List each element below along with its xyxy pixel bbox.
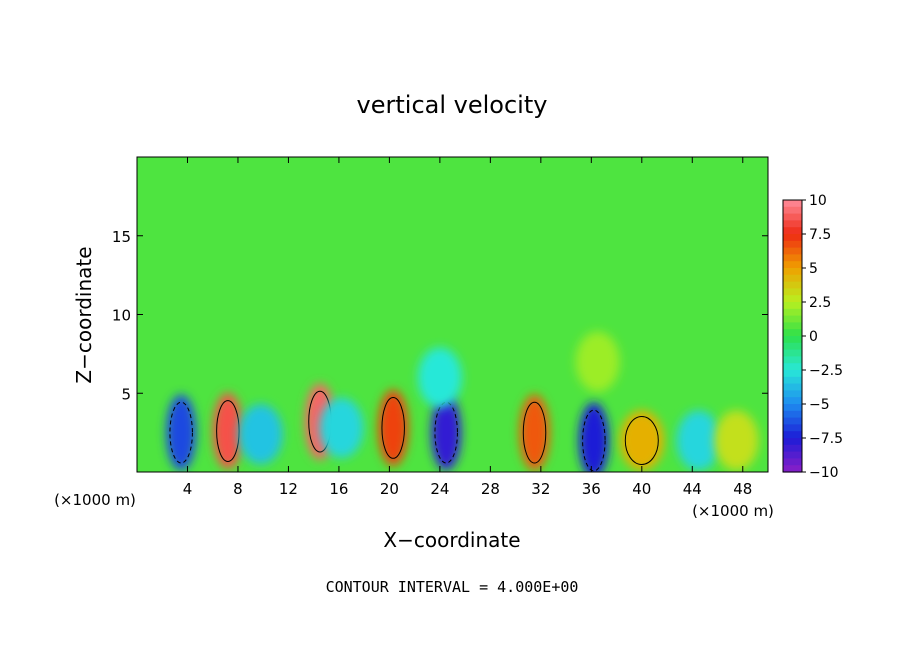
colorbar-segment (783, 220, 802, 228)
colorbar-segment (783, 213, 802, 221)
colorbar-segment (783, 200, 802, 208)
colorbar-segment (783, 295, 802, 303)
x-axis-ticks: 4 8 12 16 20 24 28 32 36 40 44 48 (183, 157, 752, 498)
y-tick-label: 5 (121, 385, 131, 403)
colorbar-segment (783, 349, 802, 357)
colorbar-segment (783, 458, 802, 466)
colorbar-segment (783, 424, 802, 432)
colorbar-segment (783, 288, 802, 296)
colorbar-segment (783, 356, 802, 364)
contour-line-7 (434, 401, 458, 464)
velocity-cell-1 (166, 394, 197, 471)
colorbar-segment (783, 234, 802, 242)
colorbar-segment (783, 308, 802, 317)
x-tick-label: 12 (279, 480, 298, 498)
contour-line-8 (522, 401, 547, 464)
chart-title: vertical velocity (357, 91, 548, 119)
x-tick-label: 20 (380, 480, 399, 498)
colorbar-segment (783, 465, 802, 473)
contour-line-6 (381, 397, 405, 459)
colorbar-segment (783, 240, 802, 249)
velocity-cell-9 (578, 402, 609, 472)
x-tick-label: 16 (329, 480, 348, 498)
y-axis-ticks: 5 10 15 (112, 228, 768, 403)
velocity-cell-8 (519, 394, 550, 471)
colorbar-segment (783, 404, 802, 412)
y-axis-label: Z−coordinate (72, 246, 96, 383)
x-tick-label: 44 (683, 480, 702, 498)
contour-line-1 (169, 401, 193, 464)
x-tick-label: 48 (733, 480, 752, 498)
colorbar-segment (783, 410, 802, 419)
y-tick-label: 10 (112, 307, 131, 325)
x-axis-label: X−coordinate (383, 528, 520, 552)
plot-area (136, 156, 769, 473)
x-tick-label: 32 (531, 480, 550, 498)
colorbar-tick-label: −5 (809, 397, 830, 413)
colorbar: 10 7.5 5 2.5 0 −2.5 −5 −7.5 −10 (782, 193, 843, 481)
colorbar-segment (783, 431, 802, 439)
velocity-cell-12 (714, 410, 759, 471)
colorbar-segment (783, 390, 802, 398)
velocity-field (166, 331, 759, 472)
colorbar-segment (783, 370, 802, 378)
colorbar-segment (783, 342, 802, 351)
colorbar-tick-label: 2.5 (809, 295, 831, 311)
velocity-cell-3 (238, 404, 283, 465)
x-tick-label: 28 (481, 480, 500, 498)
velocity-cell-13 (417, 347, 462, 408)
contour-interval-note: CONTOUR INTERVAL = 4.000E+00 (326, 578, 579, 596)
colorbar-tick-label: 7.5 (809, 227, 831, 243)
colorbar-segment (783, 206, 802, 215)
colorbar-segment (783, 274, 802, 283)
colorbar-segment (783, 417, 802, 425)
velocity-cell-7 (431, 394, 462, 471)
colorbar-segment (783, 329, 802, 337)
colorbar-segment (783, 302, 802, 310)
colorbar-tick-label: 0 (809, 329, 818, 345)
x-tick-label: 8 (233, 480, 243, 498)
colorbar-segment (783, 268, 802, 276)
colorbar-segment (783, 281, 802, 289)
x-axis-unit-left: (×1000 m) (54, 491, 136, 509)
colorbar-segment (783, 261, 802, 269)
colorbar-segment (783, 383, 802, 391)
x-tick-label: 40 (632, 480, 651, 498)
colorbar-segment (783, 227, 802, 235)
x-axis-unit-right: (×1000 m) (692, 502, 774, 520)
colorbar-tick-label: 10 (809, 193, 827, 209)
velocity-cell-6 (378, 389, 409, 466)
velocity-cell-11 (676, 410, 721, 471)
colorbar-segment (783, 254, 802, 262)
x-tick-label: 36 (582, 480, 601, 498)
velocity-cell-10 (619, 410, 664, 471)
colorbar-segment (783, 247, 802, 255)
colorbar-segment (783, 336, 802, 344)
colorbar-tick-label: −2.5 (809, 363, 843, 379)
colorbar-tick-label: 5 (809, 261, 818, 277)
colorbar-tick-label: −10 (809, 465, 839, 481)
velocity-cell-5 (319, 397, 364, 458)
colorbar-tick-label: −7.5 (809, 431, 843, 447)
contour-line-10 (624, 416, 659, 465)
colorbar-segment (783, 322, 802, 330)
velocity-cell-14 (575, 331, 620, 392)
colorbar-segment (783, 315, 802, 323)
y-tick-label: 15 (112, 228, 131, 246)
colorbar-segment (783, 438, 802, 446)
x-tick-label: 24 (430, 480, 449, 498)
contour-line-9 (582, 409, 606, 472)
colorbar-segment (783, 451, 802, 459)
colorbar-segment (783, 363, 802, 371)
colorbar-segment (783, 397, 802, 405)
colorbar-segment (783, 376, 802, 385)
colorbar-segment (783, 444, 802, 453)
x-tick-label: 4 (183, 480, 193, 498)
velocity-cell-2 (212, 393, 243, 470)
